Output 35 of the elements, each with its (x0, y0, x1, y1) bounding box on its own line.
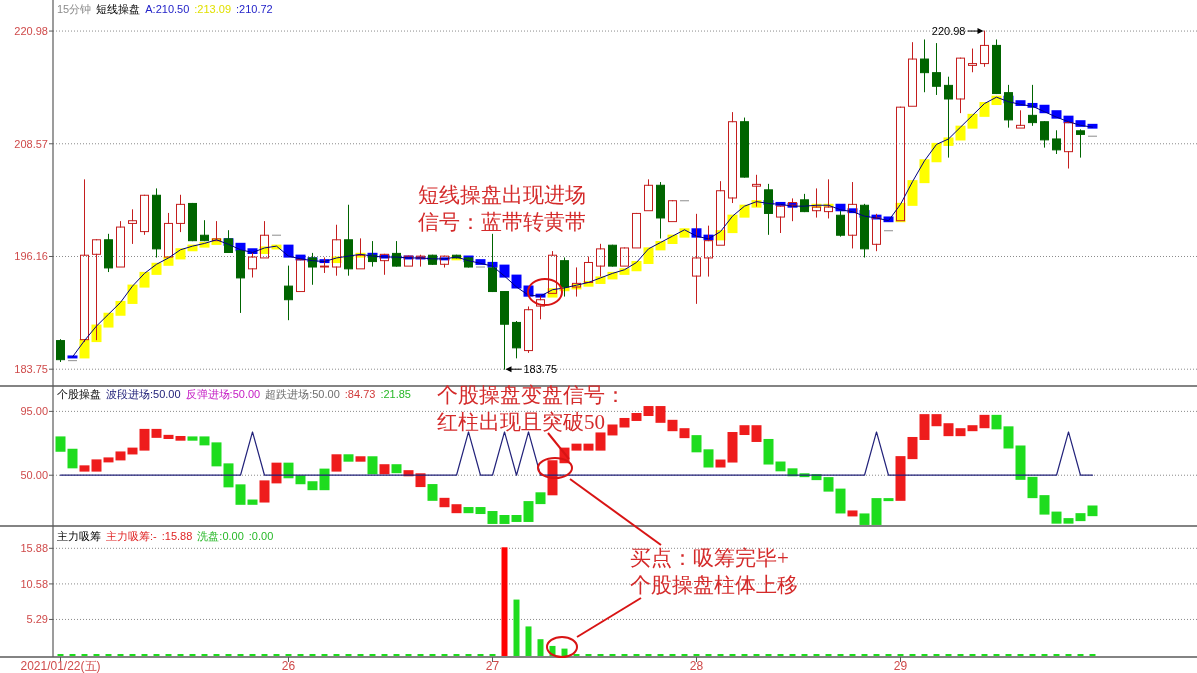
annotation: 洗盘:0.00 (197, 530, 244, 542)
annotation: 买点：吸筹完毕+个股操盘柱体上移 (630, 546, 798, 597)
y-tick-label: 10.58 (20, 577, 48, 590)
x-tick-label: 28 (689, 659, 704, 673)
y-tick-label: 220.98 (14, 25, 48, 38)
annotation: 超跌进场:50.00 (265, 388, 340, 400)
annotation: :0.00 (248, 530, 274, 542)
annotation: 15分钟 (57, 3, 92, 15)
annotation: :21.85 (380, 388, 411, 400)
annotation: 个股操盘变盘信号：红柱出现且突破50 (437, 383, 626, 434)
annotation: :15.88 (161, 530, 193, 542)
x-tick-label: 2021/01/22(五) (20, 659, 101, 673)
annotation: 183.75 (523, 363, 558, 376)
annotation: 短线操盘出现进场信号：蓝带转黄带 (418, 183, 586, 234)
annotation: A:210.50 (145, 3, 190, 15)
y-tick-label: 183.75 (14, 363, 48, 376)
x-tick-label: 26 (281, 659, 296, 673)
y-tick-label: 5.29 (26, 613, 48, 626)
y-tick-label: 208.57 (14, 137, 48, 150)
y-tick-label: 95.00 (20, 405, 48, 418)
annotation: 主力吸筹 (57, 530, 101, 542)
x-tick-label: 29 (893, 659, 908, 673)
annotation: 短线操盘 (96, 3, 141, 15)
annotation: 反弹进场:50.00 (185, 388, 261, 400)
annotation: :213.09 (194, 3, 231, 15)
annotation: :210.72 (236, 3, 273, 15)
annotation: :84.73 (344, 388, 376, 400)
x-tick-label: 27 (485, 659, 500, 673)
annotation: 主力吸筹:- (106, 530, 158, 542)
annotation: 个股操盘 (57, 388, 101, 400)
y-tick-label: 15.88 (20, 542, 48, 555)
annotation: 波段进场:50.00 (106, 388, 181, 400)
y-tick-label: 196.16 (14, 250, 48, 263)
y-tick-label: 50.00 (20, 469, 48, 482)
annotation: 220.98 (931, 25, 966, 38)
